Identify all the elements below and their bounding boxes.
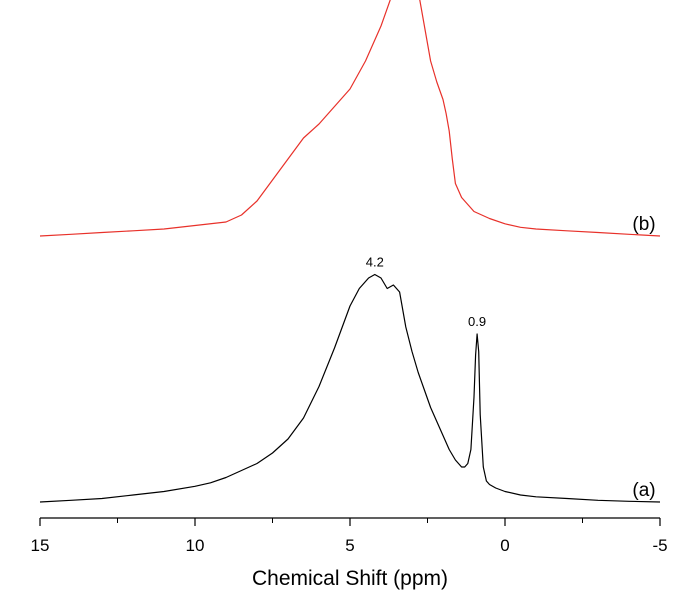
- x-tick-label: 0: [500, 536, 509, 555]
- peak-label: 0.9: [468, 314, 486, 329]
- x-axis-label: Chemical Shift (ppm): [252, 567, 448, 590]
- series-layer: (a) (b): [39, 0, 661, 503]
- series-line-a: [39, 273, 661, 503]
- peak-label: 4.2: [366, 255, 384, 270]
- series-label: (a): [632, 480, 655, 501]
- x-tick-label: 15: [31, 536, 50, 555]
- x-tick-label: 5: [345, 536, 354, 555]
- series-label: (b): [632, 214, 655, 235]
- series-line-b: [39, 0, 661, 237]
- x-tick-label: 10: [186, 536, 205, 555]
- x-axis-ticks: 15 10 5 0 -5: [31, 518, 668, 555]
- peak-annotations: 4.20.93.1: [366, 255, 486, 330]
- x-tick-label: -5: [652, 536, 667, 555]
